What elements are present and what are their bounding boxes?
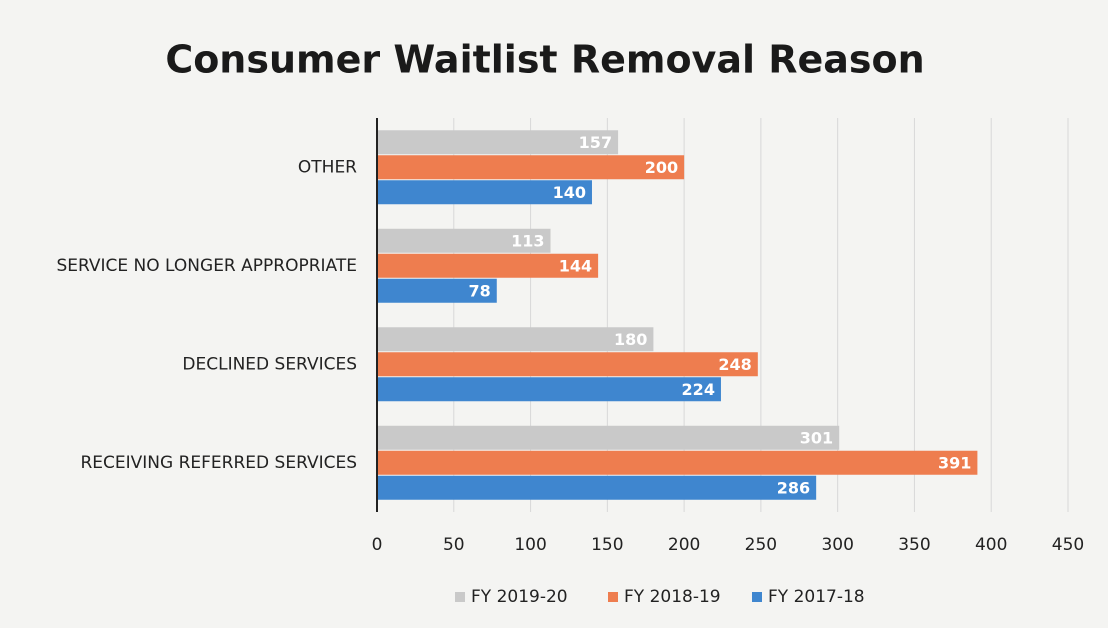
bar <box>377 450 978 475</box>
bar <box>377 352 758 377</box>
bar <box>377 425 840 450</box>
data-label: 248 <box>718 355 751 374</box>
data-label: 140 <box>553 183 586 202</box>
x-tick-label: 400 <box>975 535 1007 555</box>
data-label: 200 <box>645 158 678 177</box>
x-tick-label: 350 <box>898 535 930 555</box>
data-label: 144 <box>559 256 592 275</box>
y-tick-label: SERVICE NO LONGER APPROPRIATE <box>56 256 357 276</box>
x-tick-label: 200 <box>668 535 700 555</box>
legend-swatch <box>608 592 618 602</box>
data-label: 301 <box>800 428 833 447</box>
data-label: 157 <box>579 133 612 152</box>
y-tick-label: RECEIVING REFERRED SERVICES <box>80 453 357 473</box>
y-tick-label: OTHER <box>298 157 357 177</box>
data-label: 391 <box>938 453 971 472</box>
x-tick-label: 0 <box>372 535 383 555</box>
bar <box>377 228 551 253</box>
bar <box>377 278 497 303</box>
x-tick-label: 250 <box>745 535 777 555</box>
x-tick-label: 150 <box>591 535 623 555</box>
data-label: 113 <box>511 231 544 250</box>
legend-label: FY 2018-19 <box>624 587 721 607</box>
x-tick-label: 450 <box>1052 535 1084 555</box>
y-tick-label: DECLINED SERVICES <box>182 354 357 374</box>
bar <box>377 327 654 352</box>
x-tick-label: 50 <box>443 535 465 555</box>
bar <box>377 475 817 500</box>
bar <box>377 130 619 155</box>
legend-label: FY 2017-18 <box>768 587 865 607</box>
legend-swatch <box>752 592 762 602</box>
bar <box>377 377 721 402</box>
data-label: 78 <box>469 281 491 300</box>
bar <box>377 180 592 205</box>
x-tick-label: 300 <box>821 535 853 555</box>
data-label: 286 <box>777 478 810 497</box>
bar <box>377 253 599 278</box>
data-label: 224 <box>682 380 715 399</box>
legend-label: FY 2019-20 <box>471 587 568 607</box>
x-tick-label: 100 <box>514 535 546 555</box>
data-label: 180 <box>614 330 647 349</box>
chart-title: Consumer Waitlist Removal Reason <box>165 38 924 82</box>
bar <box>377 155 685 180</box>
legend-swatch <box>455 592 465 602</box>
